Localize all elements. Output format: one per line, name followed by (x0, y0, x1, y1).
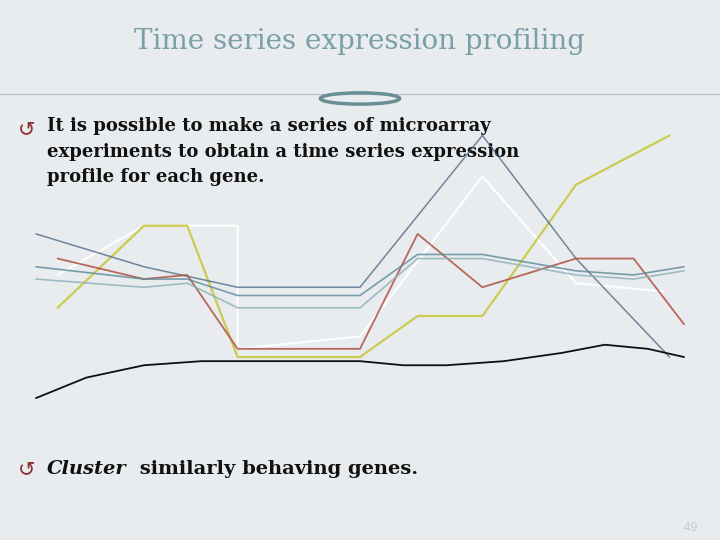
Text: Cluster: Cluster (47, 460, 127, 478)
Text: Time series expression profiling: Time series expression profiling (135, 28, 585, 55)
Text: It is possible to make a series of microarray
experiments to obtain a time serie: It is possible to make a series of micro… (47, 117, 519, 186)
Text: ↺: ↺ (18, 119, 35, 139)
Text: similarly behaving genes.: similarly behaving genes. (133, 460, 418, 478)
Text: ↺: ↺ (18, 460, 35, 480)
Text: 49: 49 (683, 521, 698, 535)
